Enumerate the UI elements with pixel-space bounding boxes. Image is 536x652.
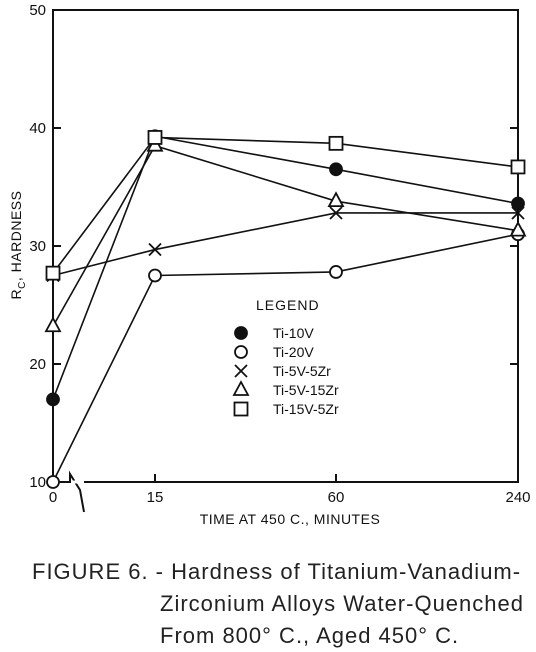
y-tick-label: 30: [29, 238, 46, 255]
x-tick-label: 60: [328, 489, 345, 506]
data-point-ti-5v-15zr: [44, 316, 62, 333]
series-line-ti-5v-5zr: [52, 212, 518, 277]
legend-label: Ti-10V: [273, 325, 314, 341]
data-point-ti-5v-5zr: [511, 206, 525, 220]
y-axis-title-main: R: [8, 289, 24, 300]
series-layer: [44, 129, 527, 489]
y-axis-title: RC, HARDNESS: [8, 191, 28, 300]
data-point-ti-10v: [329, 162, 343, 177]
data-point-ti-20v: [329, 265, 343, 279]
y-axis: 10 20 30 40 50: [29, 2, 518, 491]
series-line-ti-10v: [52, 135, 519, 400]
x-tick-label: 240: [505, 489, 530, 506]
legend-label: Ti-20V: [273, 344, 314, 360]
data-point-ti-15v-5zr: [328, 135, 344, 151]
legend-marker-ti-20v: [234, 345, 248, 359]
legend-label: Ti-5V-15Zr: [273, 382, 339, 398]
legend: LEGEND Ti-10V Ti-20V Ti-5V-5Zr Ti-5V-15Zr Ti…: [232, 297, 339, 417]
y-tick-label: 40: [29, 120, 46, 137]
data-point-ti-5v-15zr: [327, 191, 345, 208]
y-tick-label: 50: [29, 2, 46, 19]
hardness-chart: 10 20 30 40 50 0 15 60 240 RC, HARDNESS TIME AT…: [8, 2, 531, 527]
y-axis-title-sub: C: [17, 281, 28, 289]
series-line-ti-15v-5zr: [52, 136, 519, 274]
data-point-ti-10v: [46, 392, 60, 407]
series-line-ti-20v: [52, 233, 519, 483]
y-tick-label: 10: [29, 474, 46, 491]
data-point-ti-5v-5zr: [148, 242, 162, 257]
data-point-ti-20v: [148, 268, 162, 283]
data-point-ti-10v: [511, 196, 525, 211]
caption-line-3: From 800° C., Aged 450° C.: [160, 623, 460, 648]
legend-marker-ti-10v: [234, 326, 248, 340]
x-tick-label: 0: [49, 489, 57, 506]
data-point-ti-5v-5zr: [329, 206, 343, 220]
caption-line-2: Zirconium Alloys Water-Quenched: [160, 591, 524, 616]
data-point-ti-15v-5zr: [45, 265, 61, 281]
legend-label: Ti-15V-5Zr: [273, 401, 339, 417]
axis-break-mark: [69, 470, 85, 513]
y-axis-title-rest: , HARDNESS: [8, 191, 24, 282]
y-tick-label: 20: [29, 356, 46, 373]
data-point-ti-15v-5zr: [147, 130, 163, 145]
data-point-ti-20v: [46, 475, 60, 489]
legend-marker-ti-5v-5zr: [234, 364, 248, 378]
data-point-ti-5v-15zr: [509, 220, 527, 237]
legend-label: Ti-5V-5Zr: [273, 363, 331, 379]
x-axis-title: TIME AT 450 C., MINUTES: [200, 511, 381, 527]
series-line-ti-5v-15zr: [52, 144, 519, 327]
legend-title: LEGEND: [256, 297, 320, 313]
legend-marker-ti-15v-5zr: [233, 401, 249, 417]
legend-marker-ti-5v-15zr: [232, 380, 250, 396]
data-point-ti-15v-5zr: [510, 159, 526, 175]
caption-line-1: FIGURE 6. - Hardness of Titanium-Vanadiu…: [32, 559, 522, 584]
figure-caption: FIGURE 6. - Hardness of Titanium-Vanadiu…: [32, 556, 532, 652]
x-tick-label: 15: [147, 489, 164, 506]
x-axis: 0 15 60 240: [49, 474, 531, 506]
